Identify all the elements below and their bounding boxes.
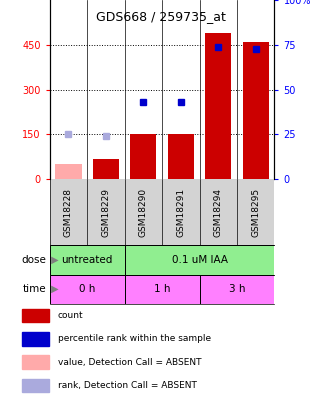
Text: percentile rank within the sample: percentile rank within the sample: [58, 334, 211, 343]
Bar: [56, 164, 82, 179]
Text: 0 h: 0 h: [79, 284, 95, 294]
Bar: [130, 134, 156, 179]
Text: untreated: untreated: [62, 255, 113, 265]
Text: ▶: ▶: [48, 255, 59, 265]
Bar: [205, 33, 231, 179]
Text: 3 h: 3 h: [229, 284, 245, 294]
Text: GSM18295: GSM18295: [251, 188, 260, 237]
Text: 0.1 uM IAA: 0.1 uM IAA: [171, 255, 228, 265]
Text: dose: dose: [22, 255, 47, 265]
Text: 1 h: 1 h: [154, 284, 170, 294]
Bar: [125, 245, 274, 275]
Text: time: time: [23, 284, 47, 294]
Bar: [22, 355, 49, 369]
Bar: [50, 245, 125, 275]
Text: GDS668 / 259735_at: GDS668 / 259735_at: [96, 10, 225, 23]
Text: count: count: [58, 311, 83, 320]
Text: ▶: ▶: [48, 284, 59, 294]
Text: GSM18228: GSM18228: [64, 188, 73, 237]
Text: GSM18291: GSM18291: [176, 188, 185, 237]
Text: GSM18294: GSM18294: [214, 188, 223, 237]
Bar: [200, 275, 274, 304]
Text: GSM18290: GSM18290: [139, 188, 148, 237]
Bar: [125, 275, 200, 304]
Bar: [50, 275, 125, 304]
Bar: [22, 379, 49, 392]
Bar: [243, 42, 269, 179]
Bar: [93, 159, 119, 179]
Text: rank, Detection Call = ABSENT: rank, Detection Call = ABSENT: [58, 381, 197, 390]
Text: GSM18229: GSM18229: [101, 188, 110, 237]
Text: value, Detection Call = ABSENT: value, Detection Call = ABSENT: [58, 358, 201, 367]
Bar: [168, 134, 194, 179]
Bar: [22, 332, 49, 345]
Bar: [22, 309, 49, 322]
